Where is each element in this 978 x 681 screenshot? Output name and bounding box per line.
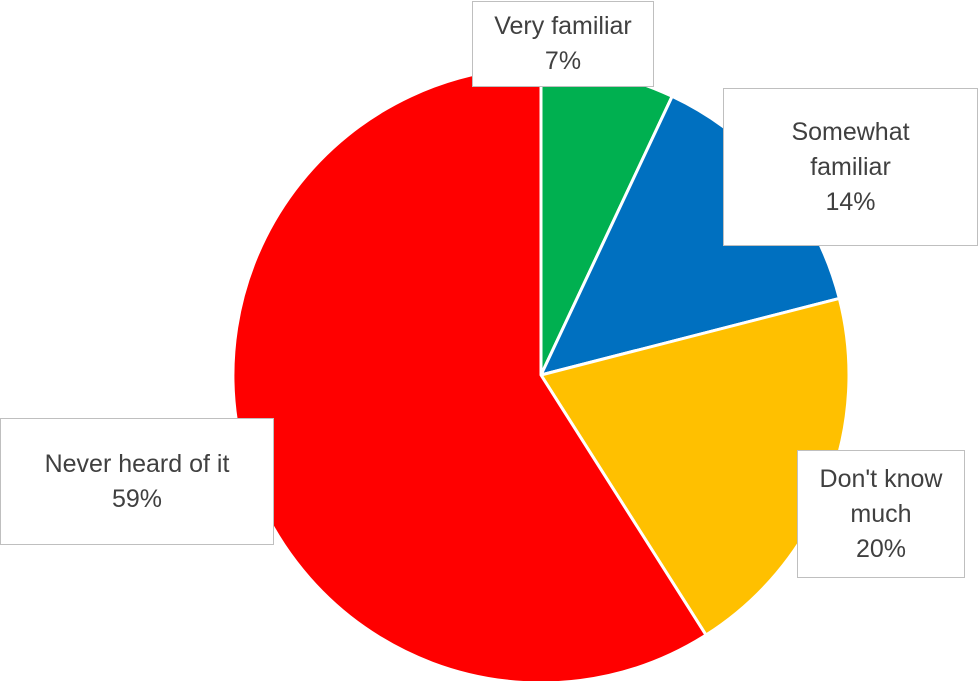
data-label-dont-know-much-name-line2: much (850, 499, 912, 528)
data-label-never-heard-name: Never heard of it (44, 449, 230, 478)
data-label-never-heard: Never heard of it 59% (0, 418, 274, 545)
data-label-very-familiar-value: 7% (544, 47, 582, 75)
data-label-dont-know-much-name-line1: Don't know (819, 464, 943, 493)
data-label-somewhat-familiar: Somewhat familiar 14% (723, 88, 978, 246)
data-label-very-familiar: Very familiar 7% (472, 1, 654, 87)
data-label-never-heard-value: 59% (111, 484, 163, 513)
data-label-somewhat-familiar-name-line1: Somewhat (791, 117, 910, 146)
data-label-very-familiar-name: Very familiar (494, 12, 632, 40)
data-label-dont-know-much: Don't know much 20% (797, 450, 965, 578)
data-label-dont-know-much-value: 20% (855, 534, 907, 563)
data-label-somewhat-familiar-name-line2: familiar (810, 152, 891, 181)
data-label-somewhat-familiar-value: 14% (825, 187, 876, 216)
